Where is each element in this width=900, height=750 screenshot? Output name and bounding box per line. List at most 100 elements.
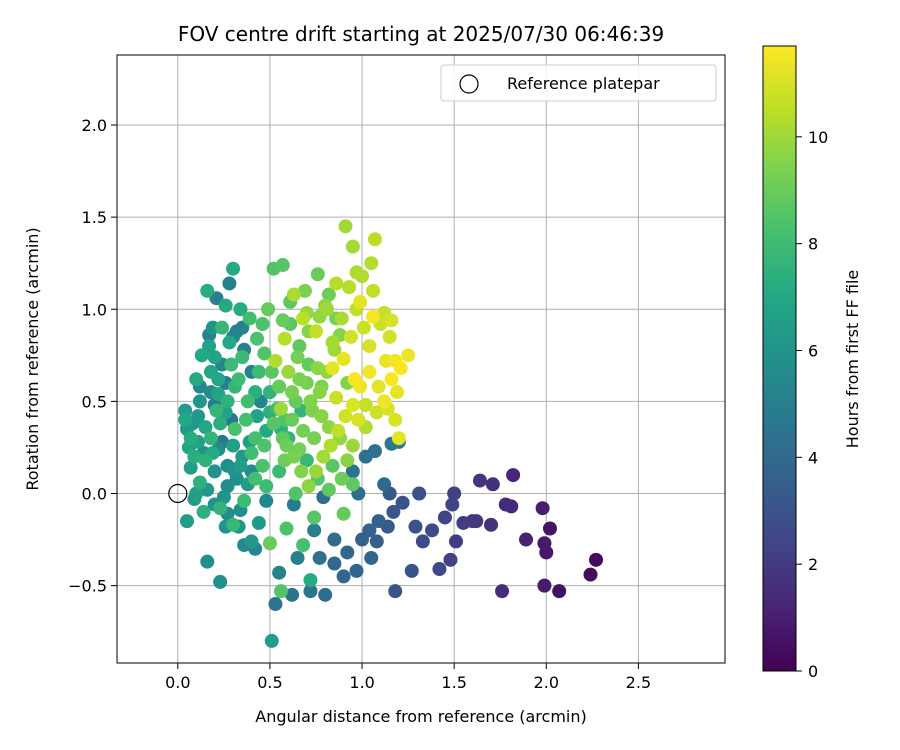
data-point — [329, 390, 344, 405]
data-point — [388, 412, 403, 427]
data-point — [345, 398, 360, 413]
data-point — [377, 394, 392, 409]
data-point — [266, 416, 281, 431]
data-point — [334, 471, 349, 486]
data-point — [336, 352, 351, 366]
data-point — [192, 475, 207, 490]
data-point — [259, 493, 274, 508]
x-axis-label: Angular distance from reference (arcmin) — [255, 707, 586, 726]
data-point — [321, 287, 336, 302]
data-point — [320, 302, 335, 317]
data-point — [235, 350, 250, 365]
data-point — [362, 364, 377, 379]
data-point — [437, 510, 452, 525]
y-tick-label: 0.5 — [82, 392, 107, 411]
data-point — [384, 372, 399, 387]
data-point — [390, 385, 405, 400]
data-point — [180, 514, 195, 529]
data-point — [189, 372, 204, 387]
data-point — [255, 458, 270, 473]
data-point — [307, 523, 322, 538]
data-point — [268, 353, 283, 368]
data-point — [203, 431, 218, 446]
data-point — [355, 269, 370, 284]
data-point — [238, 412, 253, 427]
data-point — [237, 493, 252, 508]
colorbar: 0 2 4 6 8 10 Hours from first FF file — [762, 45, 862, 681]
data-point — [542, 521, 557, 536]
data-point — [338, 219, 353, 234]
data-point — [404, 563, 419, 578]
data-point — [220, 394, 235, 409]
y-tick-label: 1.5 — [82, 208, 107, 227]
x-tick-label: 0.5 — [257, 673, 282, 692]
data-point — [255, 316, 270, 331]
data-point — [259, 479, 274, 494]
data-point — [307, 431, 322, 446]
data-point — [272, 464, 287, 479]
data-point — [226, 261, 241, 276]
data-point — [308, 324, 323, 339]
y-axis-ticks: −0.5 0.0 0.5 1.0 1.5 2.0 — [68, 116, 117, 596]
data-point — [292, 372, 307, 387]
data-point — [331, 423, 346, 438]
grid — [117, 55, 725, 663]
data-point — [216, 490, 231, 505]
data-point — [449, 534, 464, 549]
y-tick-label: 0.0 — [82, 484, 107, 503]
data-point — [226, 438, 241, 453]
data-point — [281, 364, 296, 379]
x-tick-label: 0.0 — [165, 673, 190, 692]
data-point — [240, 394, 255, 409]
data-point — [353, 294, 368, 309]
data-point — [393, 361, 408, 376]
data-point — [425, 523, 440, 538]
data-point — [329, 276, 344, 291]
data-point — [268, 597, 283, 612]
x-tick-label: 1.5 — [441, 673, 466, 692]
data-point — [292, 339, 307, 354]
data-point — [345, 464, 360, 479]
data-point — [336, 506, 351, 521]
data-point — [244, 445, 259, 460]
colorbar-ticks: 0 2 4 6 8 10 — [796, 128, 828, 681]
data-point — [227, 422, 242, 437]
data-point — [272, 565, 287, 580]
data-point — [443, 552, 458, 567]
data-point — [262, 536, 277, 551]
data-point — [356, 320, 371, 335]
data-point — [583, 567, 598, 582]
data-point — [366, 309, 381, 324]
data-point — [285, 385, 300, 400]
data-point — [325, 458, 340, 473]
data-point — [535, 501, 550, 516]
legend-label-reference-platepar: Reference platepar — [507, 74, 660, 93]
data-point — [257, 438, 272, 453]
data-point — [366, 283, 381, 298]
data-point — [233, 302, 248, 317]
data-point — [412, 486, 427, 501]
data-point — [198, 420, 213, 435]
data-point — [222, 276, 237, 291]
data-point — [261, 302, 276, 317]
data-point — [286, 497, 301, 512]
data-point — [345, 477, 360, 492]
data-point — [342, 280, 357, 295]
data-point — [447, 486, 462, 501]
data-point — [495, 584, 510, 599]
x-tick-label: 2.0 — [534, 673, 559, 692]
data-point — [340, 453, 355, 468]
data-point — [198, 453, 213, 468]
data-point — [395, 495, 410, 510]
data-point — [391, 431, 406, 446]
data-point — [257, 346, 272, 361]
data-point — [296, 538, 311, 553]
data-point — [299, 453, 314, 468]
data-point — [432, 562, 447, 577]
data-point — [213, 416, 228, 431]
data-point — [290, 350, 305, 365]
data-point — [345, 239, 360, 254]
data-point — [233, 458, 248, 473]
data-point — [286, 449, 301, 464]
